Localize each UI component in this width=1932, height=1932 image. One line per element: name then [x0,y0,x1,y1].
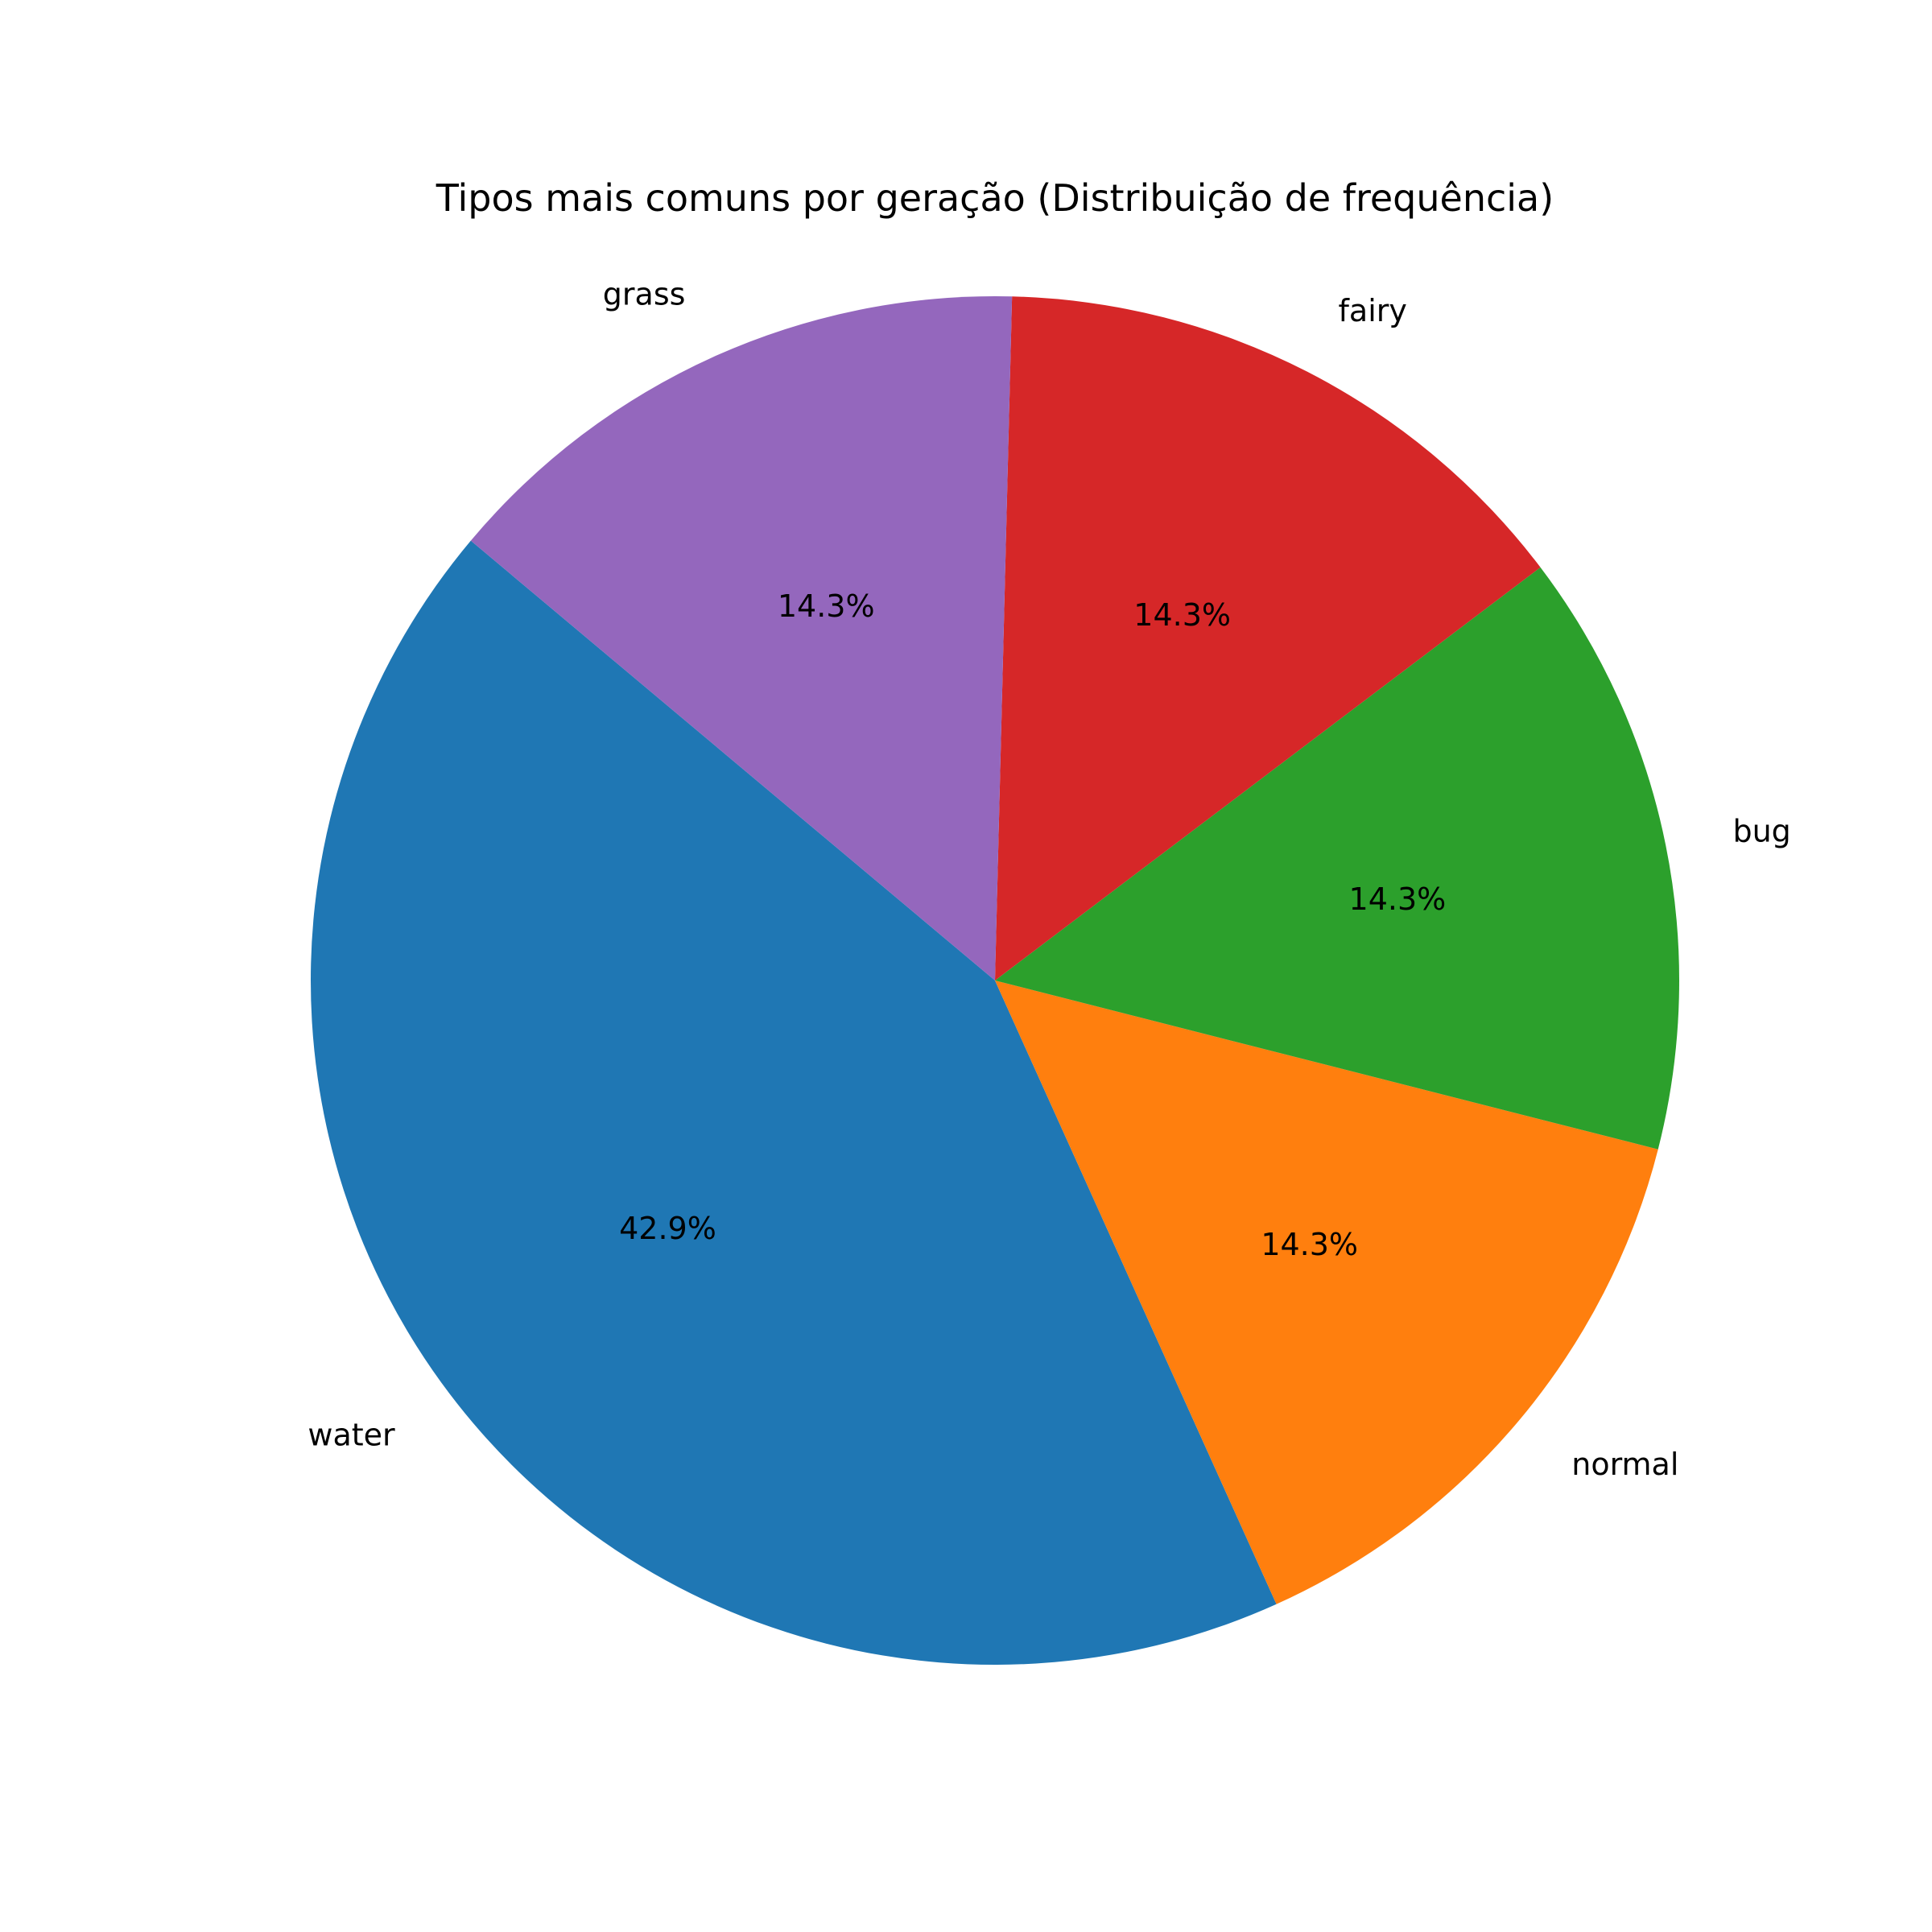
pie-slice-bug [995,567,1680,1150]
pie-slices [310,295,1680,1665]
category-label-water: water [308,1418,395,1453]
pie-slice-grass [470,295,1013,981]
chart-title: Tipos mais comuns por geração (Distribui… [436,176,1554,220]
pie-slice-fairy [995,296,1541,980]
pie-labels: 42.9% water 14.3% normal 14.3% bug 14.3% fairy 1… [308,277,1790,1482]
pct-label-grass: 14.3% [778,588,875,624]
pie-slice-water [310,540,1277,1665]
category-label-grass: grass [603,277,686,312]
pct-label-normal: 14.3% [1261,1227,1358,1262]
category-label-bug: bug [1732,814,1790,849]
category-label-normal: normal [1571,1447,1678,1482]
pct-label-water: 42.9% [619,1211,716,1246]
category-label-fairy: fairy [1339,293,1407,328]
pct-label-bug: 14.3% [1349,881,1447,917]
pie-slice-normal [995,980,1658,1604]
pct-label-fairy: 14.3% [1133,597,1231,633]
